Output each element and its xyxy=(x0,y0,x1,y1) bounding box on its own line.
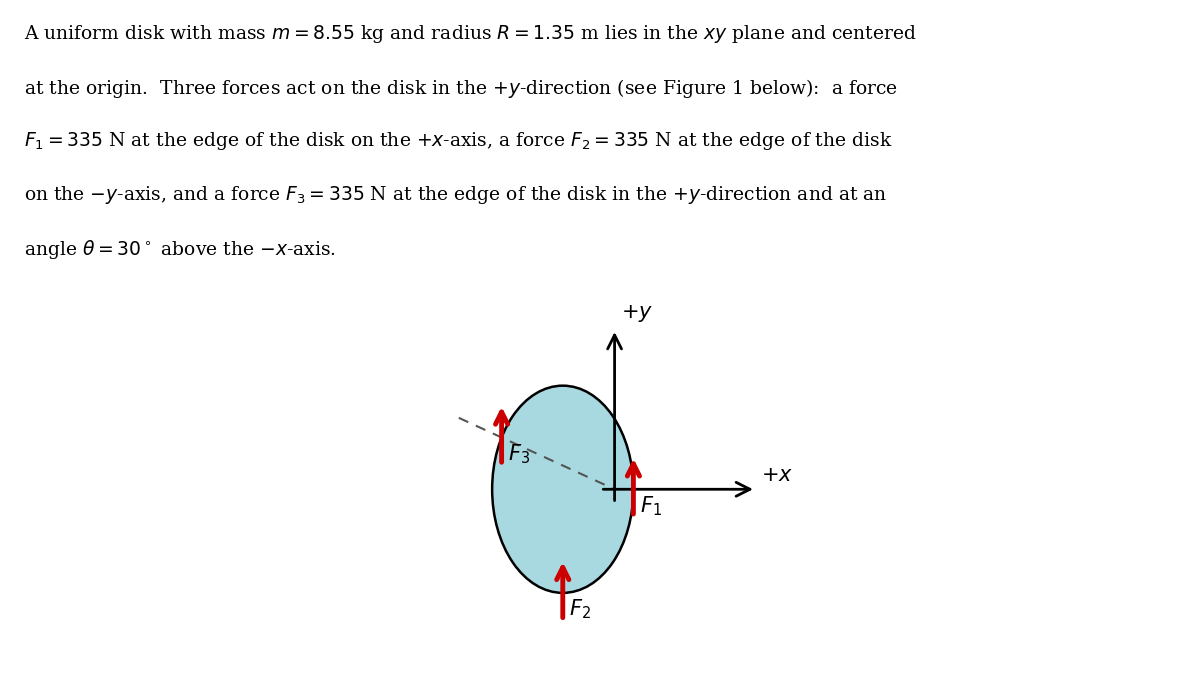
Text: at the origin.  Three forces act on the disk in the $+y$-direction (see Figure 1: at the origin. Three forces act on the d… xyxy=(24,76,898,99)
Text: $+x$: $+x$ xyxy=(761,466,792,484)
Text: $F_1 = 335$ N at the edge of the disk on the $+x$-axis, a force $F_2 = 335$ N at: $F_1 = 335$ N at the edge of the disk on… xyxy=(24,130,893,153)
Text: A uniform disk with mass $m = 8.55$ kg and radius $R = 1.35$ m lies in the $xy$ : A uniform disk with mass $m = 8.55$ kg a… xyxy=(24,23,917,44)
Ellipse shape xyxy=(492,386,634,593)
Text: $F_1$: $F_1$ xyxy=(640,494,662,518)
Text: on the $-y$-axis, and a force $F_3 = 335$ N at the edge of the disk in the $+y$-: on the $-y$-axis, and a force $F_3 = 335… xyxy=(24,185,887,206)
Text: $F_3$: $F_3$ xyxy=(508,442,530,466)
Text: $+y$: $+y$ xyxy=(622,303,653,325)
Text: angle $\theta = 30^\circ$ above the $-x$-axis.: angle $\theta = 30^\circ$ above the $-x$… xyxy=(24,238,336,262)
Text: $F_2$: $F_2$ xyxy=(569,598,592,621)
